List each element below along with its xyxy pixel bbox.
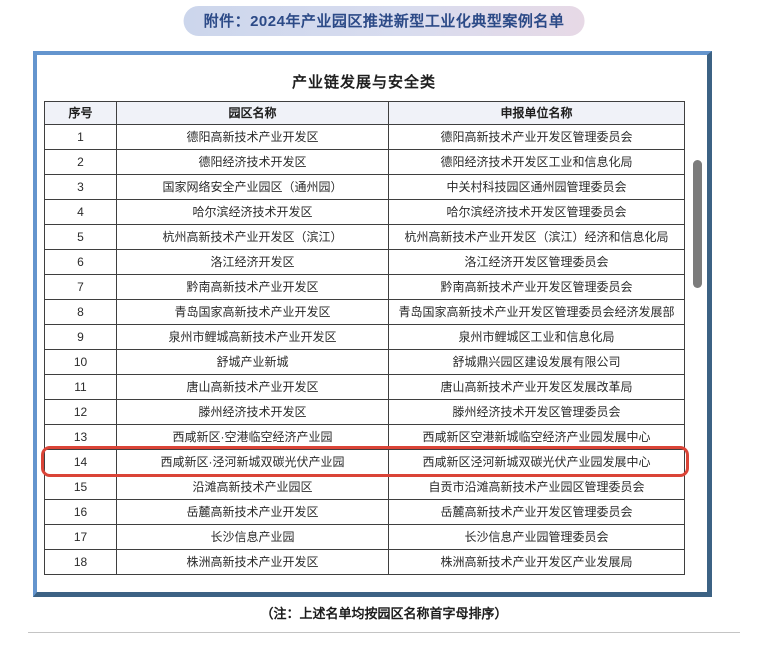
table-row: 5 杭州高新技术产业开发区（滨江） 杭州高新技术产业开发区（滨江）经济和信息化局 [44,224,685,250]
cell-row-number: 18 [44,549,117,575]
cell-row-number: 13 [44,424,117,450]
footnote: （注：上述名单均按园区名称首字母排序） [260,606,508,621]
cell-unit-name: 岳麓高新技术产业开发区管理委员会 [388,499,685,525]
cell-park-name: 德阳经济技术开发区 [116,149,389,175]
case-list-table: 序号 园区名称 申报单位名称 1 德阳高新技术产业开发区 德阳高新技术产业开发区… [44,101,685,575]
column-header-park: 园区名称 [116,101,389,125]
cell-park-name: 西咸新区·空港临空经济产业园 [116,424,389,450]
table-row: 17 长沙信息产业园 长沙信息产业园管理委员会 [44,524,685,550]
cell-park-name: 岳麓高新技术产业开发区 [116,499,389,525]
table-row: 2 德阳经济技术开发区 德阳经济技术开发区工业和信息化局 [44,149,685,175]
table-row: 10 舒城产业新城 舒城鼎兴园区建设发展有限公司 [44,349,685,375]
cell-unit-name: 德阳经济技术开发区工业和信息化局 [388,149,685,175]
cell-row-number: 17 [44,524,117,550]
cell-park-name: 西咸新区·泾河新城双碳光伏产业园 [116,449,389,475]
cell-park-name: 哈尔滨经济技术开发区 [116,199,389,225]
table-row: 7 黔南高新技术产业开发区 黔南高新技术产业开发区管理委员会 [44,274,685,300]
cell-row-number: 4 [44,199,117,225]
table-frame: 产业链发展与安全类 序号 园区名称 申报单位名称 1 [33,51,712,597]
table-body: 1 德阳高新技术产业开发区 德阳高新技术产业开发区管理委员会 2 德阳经济技术开… [44,124,685,575]
table-row: 12 滕州经济技术开发区 滕州经济技术开发区管理委员会 [44,399,685,425]
cell-unit-name: 黔南高新技术产业开发区管理委员会 [388,274,685,300]
cell-row-number: 6 [44,249,117,275]
cell-park-name: 泉州市鲤城高新技术产业开发区 [116,324,389,350]
cell-row-number: 7 [44,274,117,300]
cell-unit-name: 长沙信息产业园管理委员会 [388,524,685,550]
cell-park-name: 黔南高新技术产业开发区 [116,274,389,300]
cell-row-number: 9 [44,324,117,350]
table-row: 16 岳麓高新技术产业开发区 岳麓高新技术产业开发区管理委员会 [44,499,685,525]
cell-park-name: 长沙信息产业园 [116,524,389,550]
cell-park-name: 唐山高新技术产业开发区 [116,374,389,400]
cell-park-name: 德阳高新技术产业开发区 [116,124,389,150]
cell-row-number: 1 [44,124,117,150]
table-title: 产业链发展与安全类 [291,74,436,91]
cell-row-number: 14 [44,449,117,475]
cell-row-number: 2 [44,149,117,175]
table-row: 1 德阳高新技术产业开发区 德阳高新技术产业开发区管理委员会 [44,124,685,150]
cell-unit-name: 株洲高新技术产业开发区产业发展局 [388,549,685,575]
cell-unit-name: 滕州经济技术开发区管理委员会 [388,399,685,425]
attachment-title: 附件：2024年产业园区推进新型工业化典型案例名单 [183,6,585,36]
cell-row-number: 16 [44,499,117,525]
table-row: 9 泉州市鲤城高新技术产业开发区 泉州市鲤城区工业和信息化局 [44,324,685,350]
table-wrapper: 序号 园区名称 申报单位名称 1 德阳高新技术产业开发区 德阳高新技术产业开发区… [41,101,689,575]
cell-park-name: 滕州经济技术开发区 [116,399,389,425]
cell-unit-name: 杭州高新技术产业开发区（滨江）经济和信息化局 [388,224,685,250]
scrollbar-thumb[interactable] [693,160,702,288]
cell-row-number: 8 [44,299,117,325]
cell-unit-name: 青岛国家高新技术产业开发区管理委员会经济发展部 [388,299,685,325]
cell-unit-name: 泉州市鲤城区工业和信息化局 [388,324,685,350]
cell-park-name: 舒城产业新城 [116,349,389,375]
cell-unit-name: 德阳高新技术产业开发区管理委员会 [388,124,685,150]
table-row: 6 洛江经济开发区 洛江经济开发区管理委员会 [44,249,685,275]
cell-row-number: 3 [44,174,117,200]
cell-unit-name: 自贡市沿滩高新技术产业园区管理委员会 [388,474,685,500]
cell-row-number: 15 [44,474,117,500]
table-row: 11 唐山高新技术产业开发区 唐山高新技术产业开发区发展改革局 [44,374,685,400]
cell-park-name: 洛江经济开发区 [116,249,389,275]
cell-unit-name: 中关村科技园区通州园管理委员会 [388,174,685,200]
table-header-row: 序号 园区名称 申报单位名称 [44,101,685,125]
cell-park-name: 青岛国家高新技术产业开发区 [116,299,389,325]
cell-park-name: 国家网络安全产业园区（通州园） [116,174,389,200]
cell-row-number: 10 [44,349,117,375]
cell-row-number: 12 [44,399,117,425]
column-header-unit: 申报单位名称 [388,101,685,125]
table-row: 4 哈尔滨经济技术开发区 哈尔滨经济技术开发区管理委员会 [44,199,685,225]
cell-park-name: 沿滩高新技术产业园区 [116,474,389,500]
cell-unit-name: 哈尔滨经济技术开发区管理委员会 [388,199,685,225]
cell-park-name: 株洲高新技术产业开发区 [116,549,389,575]
table-row: 18 株洲高新技术产业开发区 株洲高新技术产业开发区产业发展局 [44,549,685,575]
table-row: 8 青岛国家高新技术产业开发区 青岛国家高新技术产业开发区管理委员会经济发展部 [44,299,685,325]
column-header-no: 序号 [44,101,117,125]
bottom-divider [28,632,740,633]
cell-unit-name: 洛江经济开发区管理委员会 [388,249,685,275]
table-row: 3 国家网络安全产业园区（通州园） 中关村科技园区通州园管理委员会 [44,174,685,200]
cell-unit-name: 西咸新区泾河新城双碳光伏产业园发展中心 [388,449,685,475]
cell-row-number: 5 [44,224,117,250]
table-row: 14 西咸新区·泾河新城双碳光伏产业园 西咸新区泾河新城双碳光伏产业园发展中心 [44,449,685,475]
table-row: 15 沿滩高新技术产业园区 自贡市沿滩高新技术产业园区管理委员会 [44,474,685,500]
cell-unit-name: 西咸新区空港新城临空经济产业园发展中心 [388,424,685,450]
cell-unit-name: 唐山高新技术产业开发区发展改革局 [388,374,685,400]
cell-unit-name: 舒城鼎兴园区建设发展有限公司 [388,349,685,375]
table-row: 13 西咸新区·空港临空经济产业园 西咸新区空港新城临空经济产业园发展中心 [44,424,685,450]
cell-row-number: 11 [44,374,117,400]
cell-park-name: 杭州高新技术产业开发区（滨江） [116,224,389,250]
